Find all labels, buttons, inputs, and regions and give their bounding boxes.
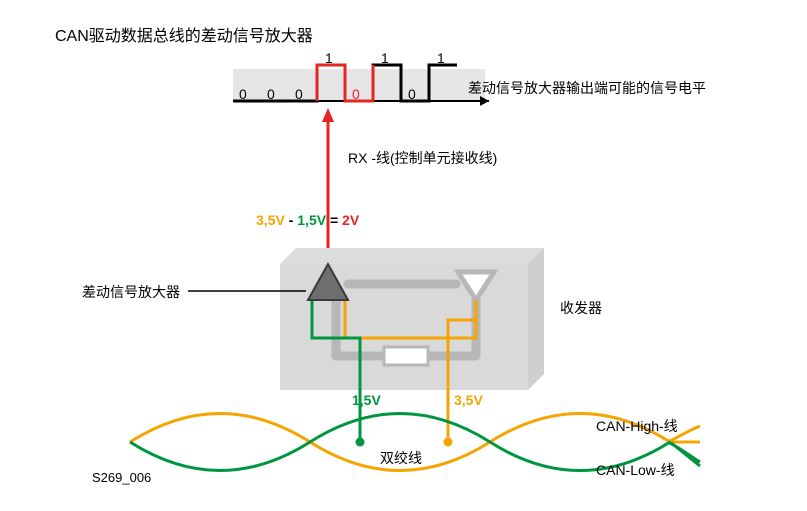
rx-arrow-group [322, 108, 334, 266]
v-low: 1,5V [297, 212, 326, 228]
diagram-svg [0, 0, 807, 511]
can-high-label: CAN-High-线 [596, 416, 678, 436]
v-diff: 2V [342, 212, 359, 228]
twisted-pair-label: 双绞线 [380, 448, 422, 468]
diagram-stage: CAN驱动数据总线的差动信号放大器 S269_006 [0, 0, 807, 511]
transceiver-label: 收发器 [560, 298, 602, 318]
bit-4: 0 [352, 86, 360, 102]
drop-low-volt: 1,5V [352, 392, 381, 408]
voltage-equation: 3,5V - 1,5V = 2V [256, 212, 359, 228]
bit-6: 0 [408, 86, 416, 102]
bit-7: 1 [437, 50, 445, 66]
bit-0: 0 [239, 86, 247, 102]
output-levels-label: 差动信号放大器输出端可能的信号电平 [468, 78, 706, 98]
bit-3: 1 [325, 50, 333, 66]
v-minus: - [285, 212, 297, 228]
can-low-label: CAN-Low-线 [596, 460, 675, 480]
amp-label: 差动信号放大器 [82, 282, 180, 302]
bit-5: 1 [381, 50, 389, 66]
drop-high-volt: 3,5V [454, 392, 483, 408]
transceiver-group [280, 248, 544, 390]
rx-line-label: RX -线(控制单元接收线) [348, 148, 497, 168]
v-eq: = [326, 212, 342, 228]
v-high: 3,5V [256, 212, 285, 228]
bit-2: 0 [295, 86, 303, 102]
bit-1: 0 [267, 86, 275, 102]
